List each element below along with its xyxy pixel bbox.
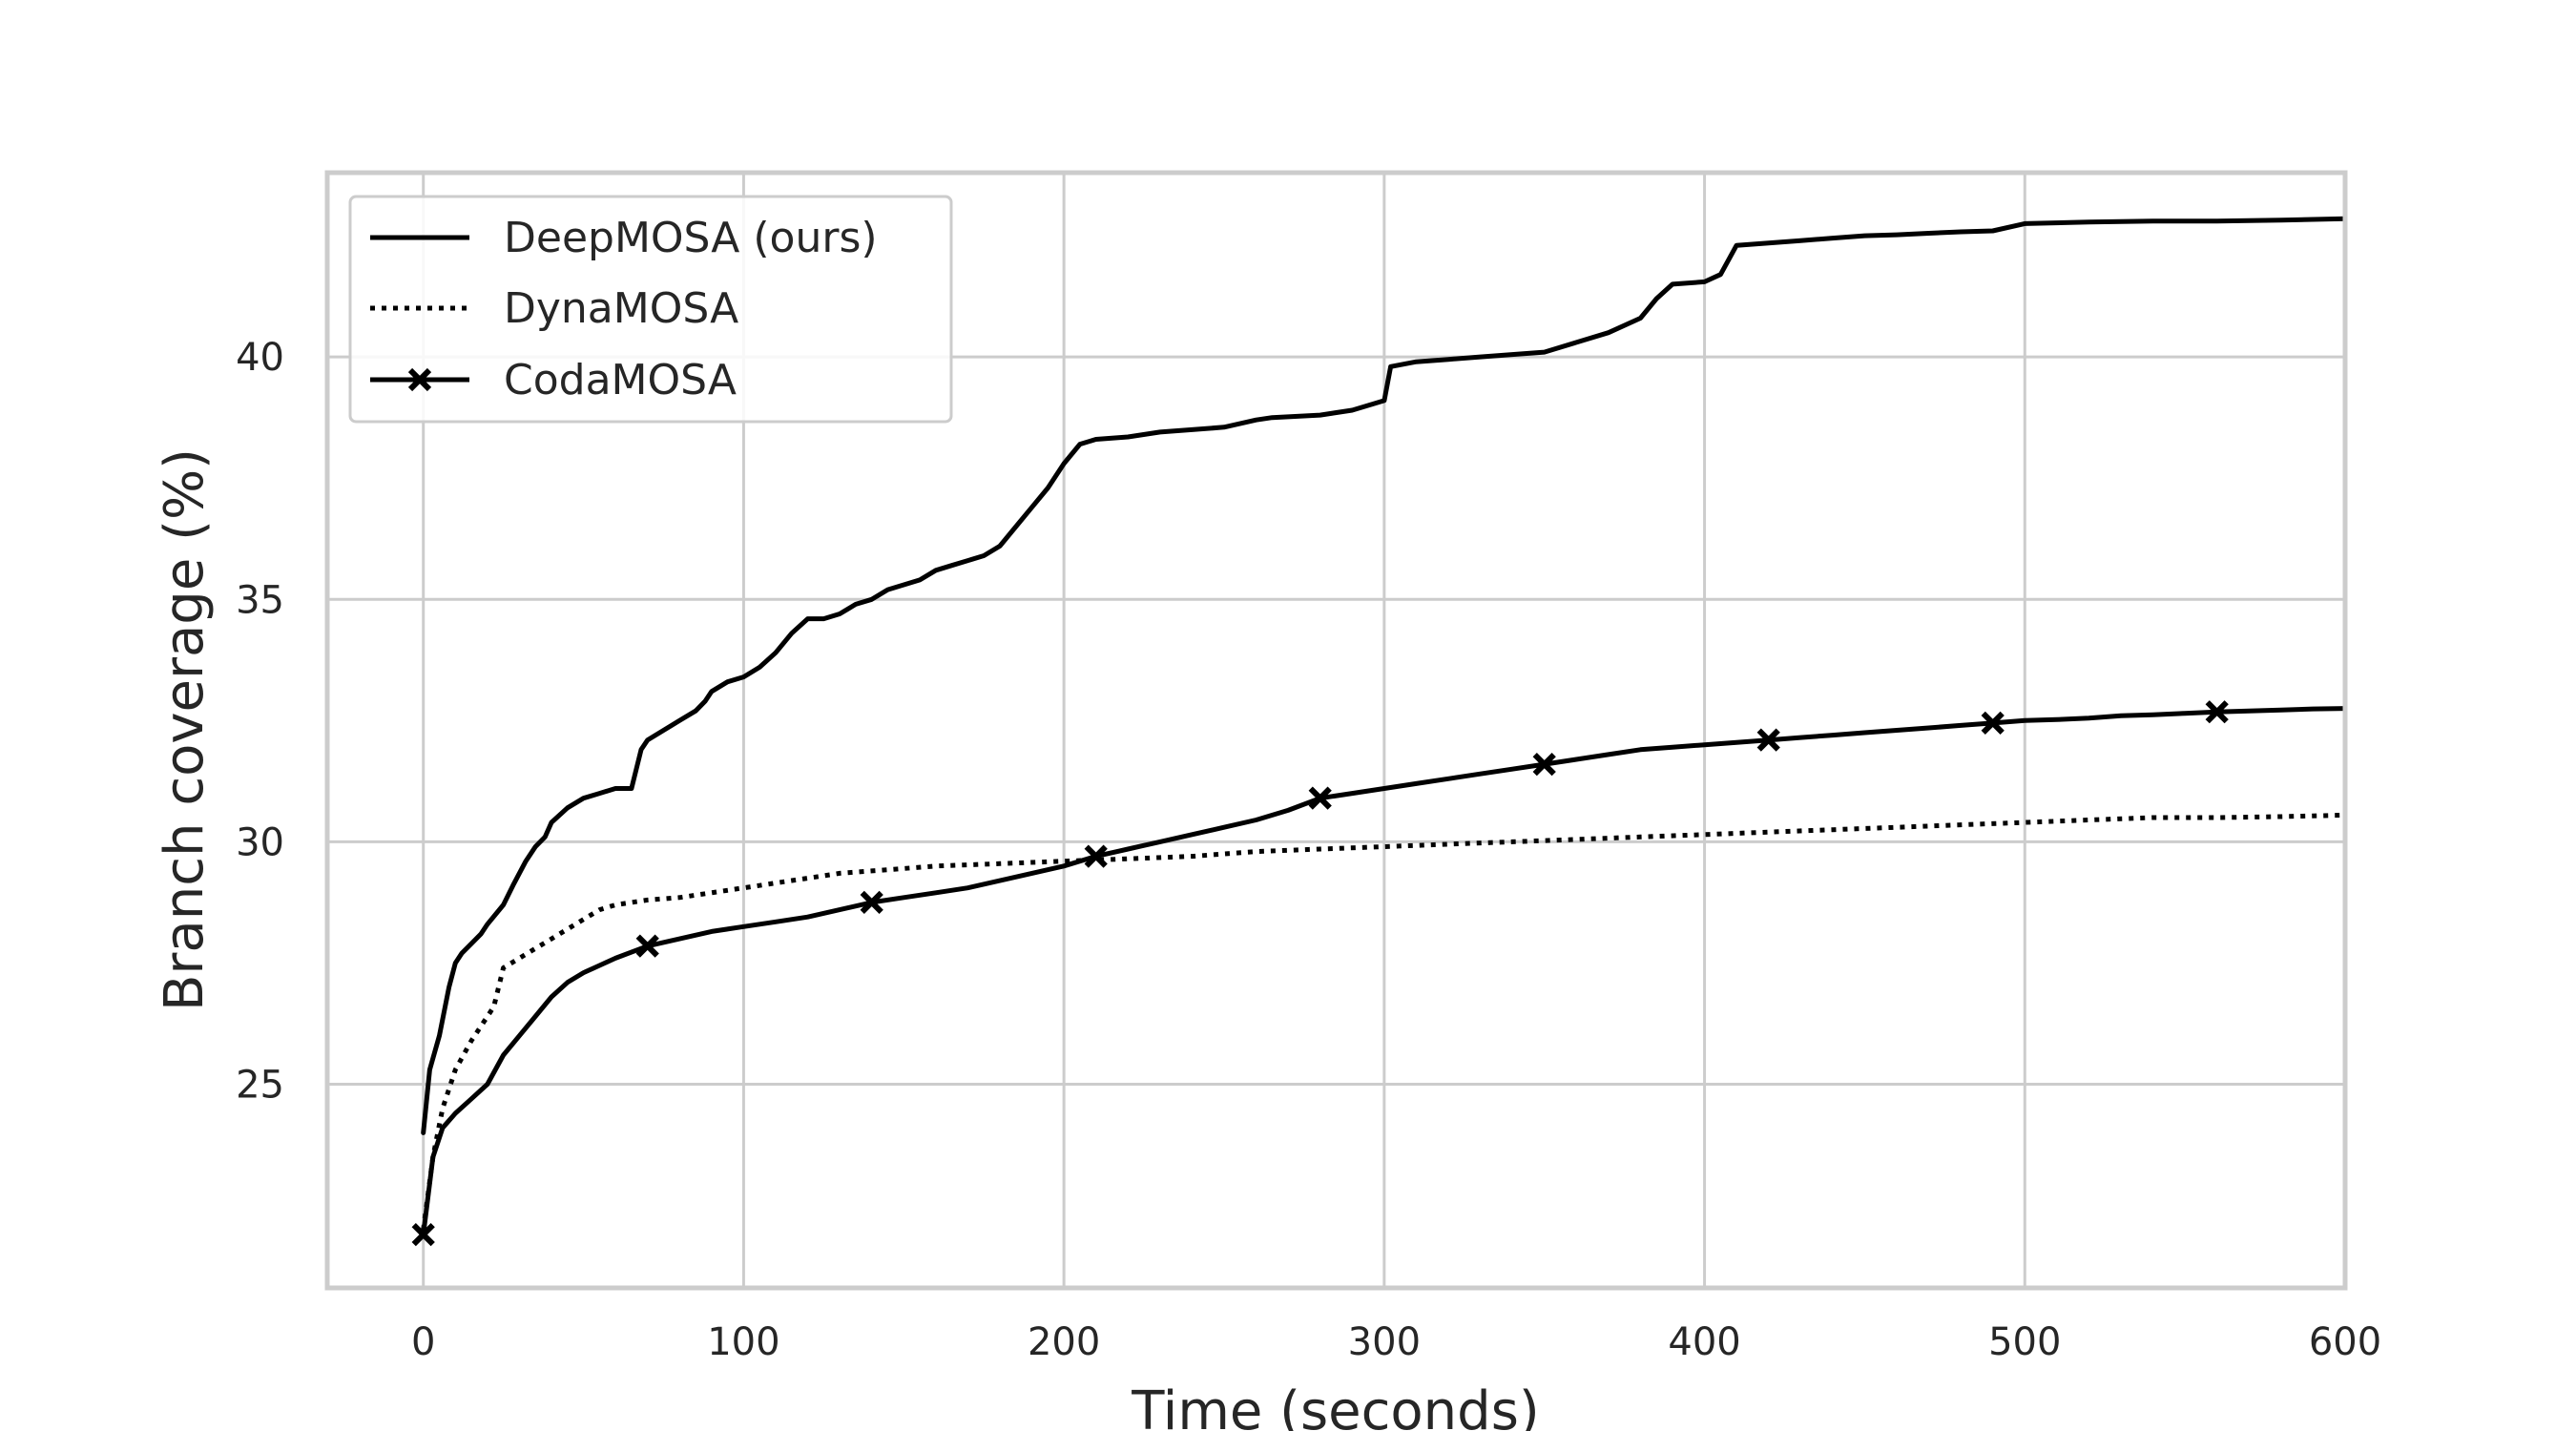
series-marker-codamosa bbox=[635, 934, 659, 958]
x-tick-label: 300 bbox=[1348, 1320, 1421, 1364]
y-tick-label: 30 bbox=[236, 820, 284, 864]
x-tick-labels: 0 100 200 300 400 500 600 bbox=[411, 1320, 2381, 1364]
legend: DeepMOSA (ours) DynaMOSA CodaMOSA bbox=[348, 195, 953, 424]
series-line-codamosa bbox=[421, 706, 2348, 1237]
series-marker-codamosa bbox=[1084, 844, 1108, 868]
x-axis-label: Time (seconds) bbox=[1131, 1380, 1539, 1431]
y-tick-label: 25 bbox=[236, 1064, 284, 1108]
legend-label-deepmosa: DeepMOSA (ours) bbox=[504, 214, 878, 262]
y-axis-label: Branch coverage (%) bbox=[154, 448, 216, 1011]
y-tick-label: 40 bbox=[236, 336, 284, 380]
x-tick-label: 200 bbox=[1028, 1320, 1100, 1364]
series-marker-codamosa bbox=[2205, 700, 2229, 724]
series-marker-codamosa bbox=[1532, 752, 1556, 777]
grid bbox=[327, 173, 2347, 1288]
x-tick-label: 0 bbox=[411, 1320, 435, 1364]
x-tick-label: 500 bbox=[1988, 1320, 2061, 1364]
legend-label-dynamosa: DynaMOSA bbox=[504, 284, 738, 333]
legend-marker-codamosa bbox=[407, 367, 432, 392]
x-tick-label: 100 bbox=[707, 1320, 779, 1364]
y-tick-labels: 25 30 35 40 bbox=[236, 336, 284, 1107]
plot-frame bbox=[324, 170, 2348, 1291]
series-marker-codamosa bbox=[1981, 711, 2005, 735]
series-marker-codamosa bbox=[1308, 786, 1332, 810]
series-line-dynamosa bbox=[421, 812, 2346, 1231]
legend-box bbox=[348, 195, 953, 424]
x-tick-label: 600 bbox=[2309, 1320, 2381, 1364]
series-marker-codamosa bbox=[1756, 728, 1780, 752]
y-tick-label: 35 bbox=[236, 578, 284, 622]
plot-lines bbox=[411, 216, 2348, 1247]
series-line-deepmosa-ours bbox=[421, 216, 2348, 1135]
legend-label-codamosa: CodaMOSA bbox=[504, 356, 737, 404]
series-marker-codamosa bbox=[860, 890, 883, 915]
series-marker-codamosa bbox=[411, 1222, 435, 1247]
x-tick-label: 400 bbox=[1668, 1320, 1740, 1364]
